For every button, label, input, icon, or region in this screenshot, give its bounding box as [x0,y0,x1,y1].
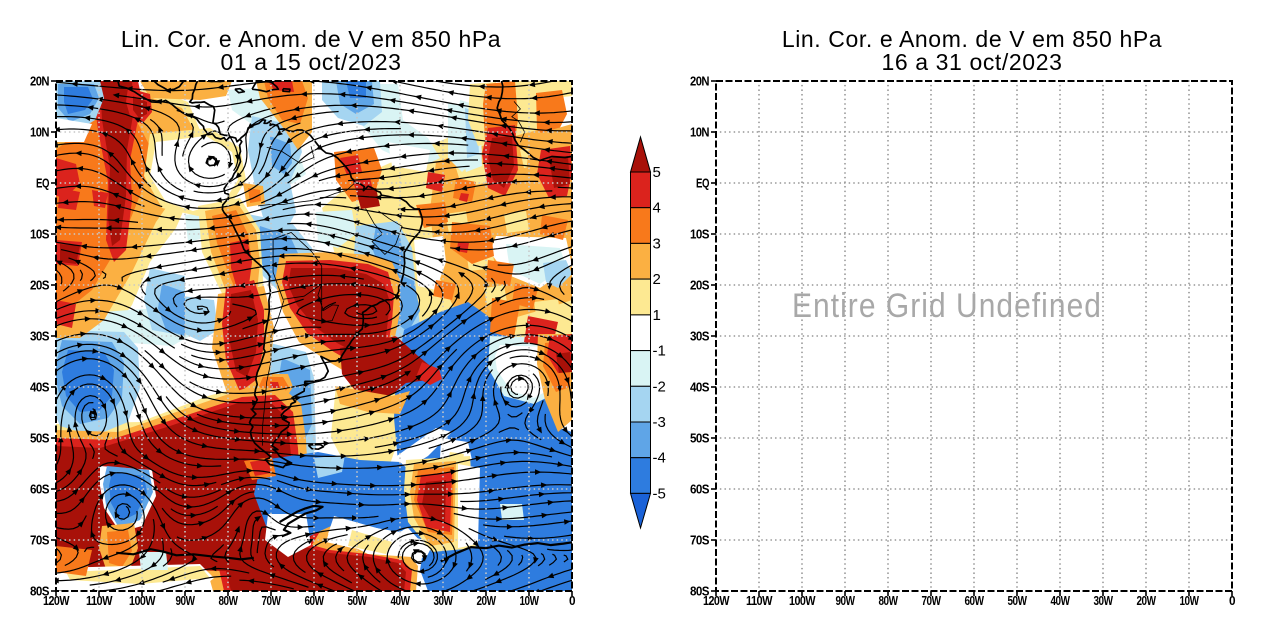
svg-text:01 a 15 oct/2023: 01 a 15 oct/2023 [221,49,402,75]
svg-text:90W: 90W [176,594,196,608]
svg-text:120W: 120W [43,594,70,608]
svg-text:50W: 50W [348,594,368,608]
svg-text:40S: 40S [30,381,49,395]
svg-text:60W: 60W [305,594,325,608]
svg-text:Lin. Cor. e Anom. de V em 850: Lin. Cor. e Anom. de V em 850 hPa [782,26,1162,52]
svg-text:10S: 10S [30,228,49,242]
svg-text:70W: 70W [262,594,282,608]
svg-text:10W: 10W [520,594,540,608]
svg-text:20N: 20N [30,75,50,89]
svg-text:30W: 30W [434,594,454,608]
svg-text:Lin. Cor. e Anom. de V em 850: Lin. Cor. e Anom. de V em 850 hPa [121,26,501,52]
svg-text:70S: 70S [30,534,49,548]
svg-text:20W: 20W [477,594,497,608]
svg-text:110W: 110W [86,594,113,608]
svg-text:10N: 10N [30,126,50,140]
svg-text:20S: 20S [30,279,49,293]
svg-text:60S: 60S [30,483,49,497]
svg-text:16 a 31 oct/2023: 16 a 31 oct/2023 [882,49,1063,75]
svg-text:30S: 30S [30,330,49,344]
svg-text:80S: 80S [30,585,49,599]
svg-text:80W: 80W [219,594,239,608]
svg-text:50S: 50S [30,432,49,446]
svg-text:EQ: EQ [36,177,50,191]
svg-text:100W: 100W [129,594,156,608]
svg-text:40W: 40W [391,594,411,608]
svg-text:0: 0 [569,594,576,608]
